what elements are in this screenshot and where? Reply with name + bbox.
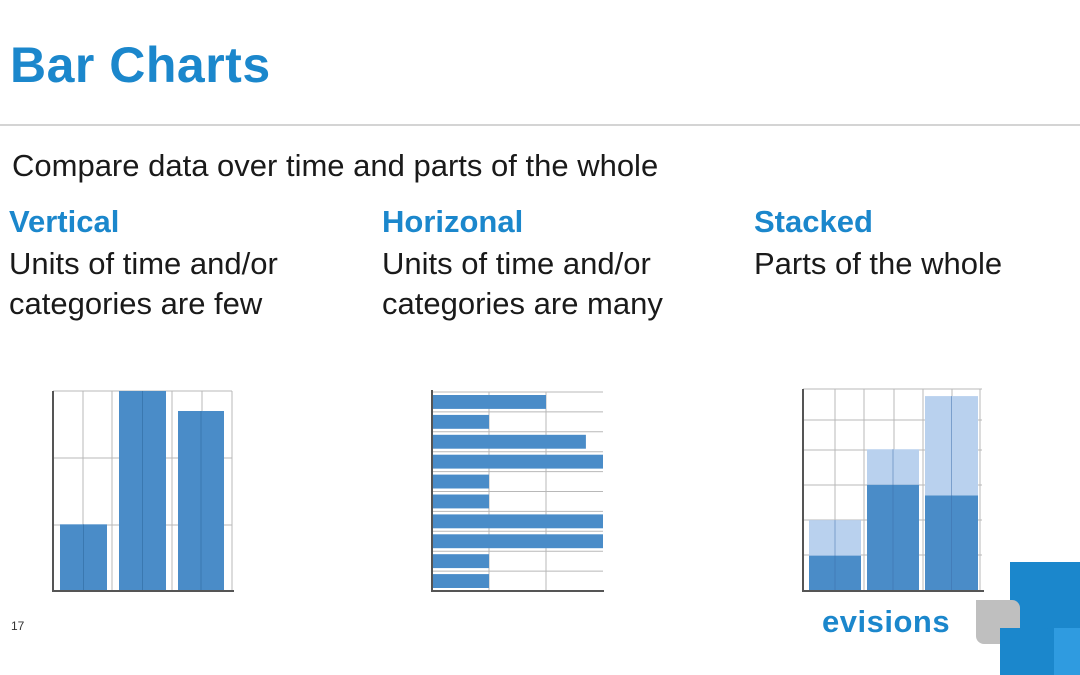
- bar: [432, 414, 489, 429]
- column-stacked: Stacked Parts of the whole: [754, 204, 1080, 284]
- vertical-bar-chart: [52, 390, 234, 592]
- page-number: 17: [11, 619, 25, 633]
- column-heading: Horizonal: [382, 204, 524, 239]
- column-heading: Stacked: [754, 204, 873, 239]
- bar: [432, 474, 489, 489]
- title-divider: [0, 124, 1080, 126]
- column-vertical: Vertical Units of time and/or categories…: [9, 204, 369, 324]
- column-description-line1: Units of time and/or: [9, 246, 278, 281]
- column-description-line1: Parts of the whole: [754, 246, 1003, 281]
- slide-title: Bar Charts: [10, 37, 271, 93]
- bar: [432, 534, 603, 549]
- bar: [432, 554, 489, 569]
- bar: [432, 514, 603, 529]
- bar: [432, 574, 489, 588]
- stacked-bar-chart: [802, 388, 984, 592]
- bar: [432, 434, 586, 449]
- bar: [432, 494, 489, 509]
- bar: [432, 454, 603, 469]
- column-description-line2: categories are many: [382, 286, 663, 321]
- horizontal-bar-chart: [431, 390, 604, 592]
- slide-subtitle: Compare data over time and parts of the …: [12, 148, 659, 183]
- column-horizontal: Horizonal Units of time and/or categorie…: [382, 204, 742, 324]
- bar: [432, 395, 546, 409]
- corner-decoration: [976, 562, 1080, 675]
- column-description-line2: categories are few: [9, 286, 263, 321]
- column-description-line1: Units of time and/or: [382, 246, 651, 281]
- evisions-logo: evisions: [822, 604, 951, 639]
- column-heading: Vertical: [9, 204, 120, 239]
